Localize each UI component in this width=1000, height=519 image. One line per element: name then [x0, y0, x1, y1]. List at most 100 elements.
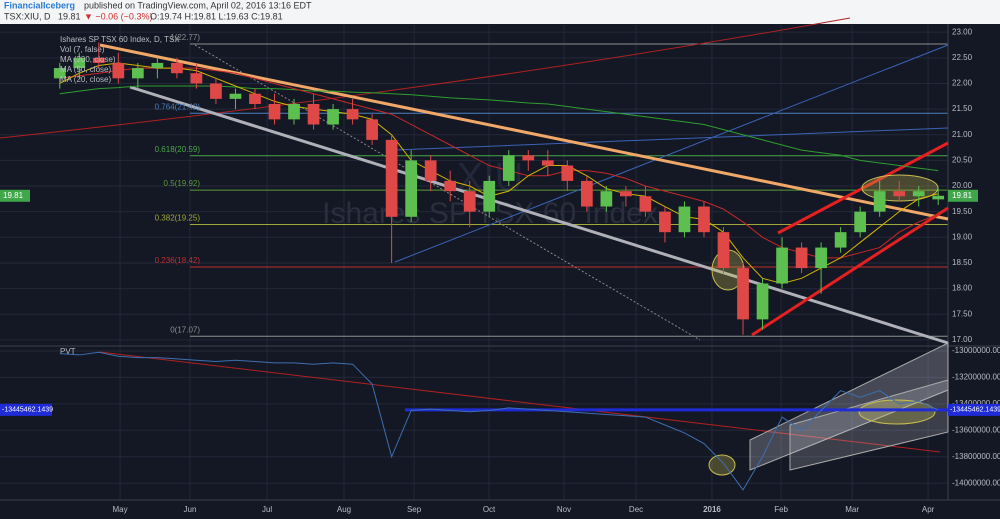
y-tick-label: 19.50	[952, 207, 973, 216]
y-tick-label: -13000000.0000	[952, 346, 1000, 355]
x-tick-label: Feb	[774, 505, 788, 514]
value-tag-label: -13445462.1439	[2, 407, 53, 414]
candle-body	[737, 268, 749, 320]
legend-entry: MA (20, close)	[60, 75, 111, 84]
candle-body	[171, 62, 183, 74]
candle-body	[131, 68, 144, 79]
y-tick-label: -14000000.0000	[952, 478, 1000, 487]
trend-line	[194, 44, 701, 341]
value-tag-label: -13445462.1439	[950, 407, 1000, 414]
y-tick-label: 20.50	[952, 155, 973, 164]
fib-label: 1(22.77)	[170, 33, 200, 42]
x-tick-label: Jun	[184, 505, 197, 514]
x-tick-label: May	[113, 505, 128, 514]
candle-body	[307, 103, 320, 125]
candle-body	[717, 232, 730, 269]
candle-body	[288, 103, 300, 120]
ohlc: O:19.74 H:19.81 L:19.63 C:19.81	[150, 11, 283, 21]
candle-body	[834, 232, 847, 248]
candle-body	[249, 93, 261, 104]
candle-body	[112, 62, 125, 79]
indicator: Vol (7, false)	[60, 45, 105, 54]
candle-body	[854, 211, 867, 233]
fib-label: 0.764(21.42)	[155, 102, 201, 111]
candle-body	[522, 155, 535, 161]
y-tick-label: 22.00	[952, 79, 973, 88]
header-bg	[0, 0, 1000, 24]
chart-title: Ishares SP TSX 60 Index, D, TSX	[60, 35, 180, 44]
channel-line	[751, 206, 949, 337]
legend-entry: MA (200, close)	[60, 55, 116, 64]
candle-body	[424, 160, 437, 181]
y-tick-label: -13800000.0000	[952, 452, 1000, 461]
candle-body	[210, 83, 222, 99]
y-tick-label: -13400000.0000	[952, 399, 1000, 408]
pvt-line	[59, 351, 939, 491]
x-tick-label: Jul	[262, 505, 272, 514]
x-tick-label: Mar	[845, 505, 859, 514]
trend-line	[129, 85, 949, 345]
fib-label: 0(17.07)	[170, 325, 200, 334]
y-tick-label: 21.00	[952, 130, 973, 139]
candle-body	[912, 191, 925, 197]
fib-label: 0.618(20.59)	[155, 145, 201, 154]
fib-label: 0.236(18.42)	[155, 256, 201, 265]
x-tick-label: Dec	[629, 505, 643, 514]
candle-body	[756, 283, 769, 320]
candle-body	[639, 196, 652, 212]
candle-body	[346, 109, 359, 120]
y-tick-label: 17.50	[952, 309, 973, 318]
y-tick-label: 21.50	[952, 104, 973, 113]
change: ▼ −0.06 (−0.3%)	[84, 11, 152, 21]
legend-entry: MA (50, close)	[60, 65, 111, 74]
symbol: TSX:XIU, D	[4, 11, 51, 21]
x-tick-label: Apr	[922, 505, 935, 514]
candle-body	[600, 191, 613, 207]
x-tick-label: Aug	[337, 505, 351, 514]
value-tag	[948, 403, 1000, 416]
candle-body	[405, 160, 418, 217]
candle-body	[463, 191, 476, 212]
candle-body	[873, 191, 886, 212]
last: 19.81	[58, 11, 81, 21]
candle-body	[561, 165, 574, 181]
candle-body	[73, 57, 86, 69]
candle-body	[229, 93, 242, 99]
channel-line	[777, 141, 949, 235]
trend-line	[394, 44, 949, 263]
x-tick-label: 2016	[703, 505, 721, 514]
candle-body	[268, 103, 281, 120]
candle-body	[580, 180, 593, 207]
y-tick-label: 20.00	[952, 181, 973, 190]
candle-body	[444, 180, 457, 192]
published: published on TradingView.com, April 02, …	[84, 0, 312, 10]
pvt-title: PVT	[60, 347, 76, 356]
candle-body	[893, 191, 906, 197]
highlight	[858, 399, 936, 425]
y-tick-label: 17.00	[952, 335, 973, 344]
candle-body	[776, 247, 788, 284]
candle-body	[385, 139, 398, 217]
candle-body	[327, 109, 339, 125]
fib-label: 0.5(19.92)	[164, 179, 201, 188]
candle-body	[620, 191, 632, 197]
candle-body	[678, 206, 691, 233]
candle-body	[932, 195, 945, 200]
trend-line	[394, 127, 949, 151]
y-tick-label: 23.00	[952, 27, 973, 36]
candle-body	[190, 73, 203, 84]
trend-line	[99, 43, 949, 221]
y-tick-label: 18.00	[952, 284, 973, 293]
moving-average	[59, 62, 939, 284]
moving-average	[59, 85, 939, 172]
price-tag-label: 19.81	[952, 191, 973, 200]
y-tick-label: 22.50	[952, 53, 973, 62]
y-tick-label: -13600000.0000	[952, 425, 1000, 434]
price-tag-label: 19.81	[3, 191, 24, 200]
candle-body	[502, 155, 515, 181]
x-tick-label: Sep	[407, 505, 422, 514]
author[interactable]: FinancialIceberg	[4, 0, 75, 10]
candle-body	[659, 211, 671, 233]
